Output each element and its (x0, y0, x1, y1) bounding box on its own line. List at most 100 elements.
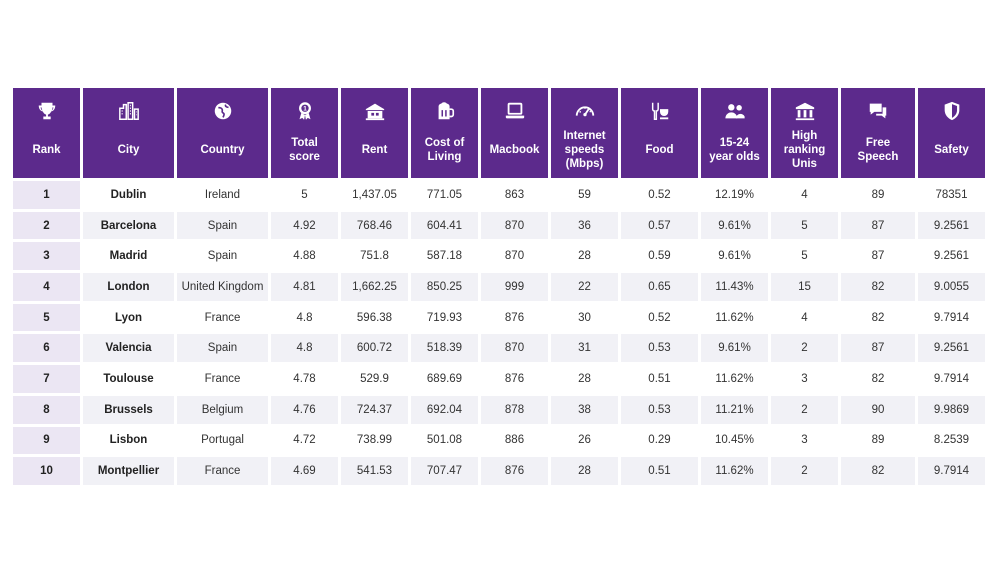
cell-rent: 1,662.25 (341, 273, 408, 301)
cell-youth: 12.19% (701, 181, 768, 209)
cell-macbook: 886 (481, 426, 548, 455)
cell-col: 707.47 (411, 457, 478, 485)
cell-total: 4.88 (271, 242, 338, 271)
cell-city: Lyon (83, 303, 174, 332)
column-label: High ranking Unis (783, 130, 826, 170)
cell-rank: 7 (13, 365, 80, 393)
laptop-icon (504, 98, 526, 124)
column-label: Rank (32, 144, 61, 156)
cell-youth: 9.61% (701, 242, 768, 271)
cell-safety: 9.2561 (918, 334, 985, 363)
column-header-col: Cost of Living (411, 88, 478, 178)
column-label: Rent (361, 144, 388, 156)
table-row: 1 Dublin Ireland 5 1,437.05 771.05 863 59 0.52 12… (13, 181, 985, 209)
table-row: 6 Valencia Spain 4.8 600.72 518.39 870 31 0.53 9.… (13, 334, 985, 363)
column-header-unis: High ranking Unis (771, 88, 838, 178)
cell-food: 0.65 (621, 273, 698, 301)
column-label: Free Speech (857, 137, 899, 163)
award-badge-icon: 1 (294, 98, 316, 124)
cell-safety: 9.2561 (918, 211, 985, 240)
cell-safety: 8.2539 (918, 426, 985, 455)
cell-internet: 31 (551, 334, 618, 363)
university-icon (794, 98, 816, 124)
cell-unis: 4 (771, 303, 838, 332)
table-body: 1 Dublin Ireland 5 1,437.05 771.05 863 59 0.52 12… (13, 181, 985, 485)
cell-rank: 4 (13, 273, 80, 301)
cell-safety: 9.0055 (918, 273, 985, 301)
cell-rank: 8 (13, 395, 80, 424)
cell-rank: 2 (13, 211, 80, 240)
house-icon (364, 98, 386, 124)
column-label: Internet speeds (Mbps) (563, 130, 606, 170)
cell-food: 0.52 (621, 303, 698, 332)
cell-rent: 596.38 (341, 303, 408, 332)
table-row: 4 London United Kingdom 4.81 1,662.25 850.25 9… (13, 273, 985, 301)
cell-total: 4.8 (271, 303, 338, 332)
cell-total: 4.92 (271, 211, 338, 240)
cell-col: 719.93 (411, 303, 478, 332)
cell-rent: 724.37 (341, 395, 408, 424)
cell-col: 518.39 (411, 334, 478, 363)
cell-internet: 28 (551, 242, 618, 271)
cell-city: Valencia (83, 334, 174, 363)
cell-unis: 2 (771, 334, 838, 363)
cell-internet: 36 (551, 211, 618, 240)
cell-speech: 89 (841, 426, 915, 455)
globe-icon (212, 98, 234, 124)
cell-col: 587.18 (411, 242, 478, 271)
cell-youth: 9.61% (701, 211, 768, 240)
cell-speech: 82 (841, 303, 915, 332)
city-ranking-table: Rank City Country 1 Total score Rent Cost of L… (10, 85, 988, 488)
cell-rank: 6 (13, 334, 80, 363)
cell-youth: 9.61% (701, 334, 768, 363)
column-header-food: Food (621, 88, 698, 178)
cell-rent: 751.8 (341, 242, 408, 271)
cell-unis: 3 (771, 426, 838, 455)
cell-country: Spain (177, 334, 268, 363)
cell-col: 501.08 (411, 426, 478, 455)
cell-rent: 768.46 (341, 211, 408, 240)
cell-rank: 5 (13, 303, 80, 332)
cell-unis: 2 (771, 457, 838, 485)
cell-internet: 22 (551, 273, 618, 301)
cell-col: 771.05 (411, 181, 478, 209)
cell-col: 850.25 (411, 273, 478, 301)
cell-country: Spain (177, 211, 268, 240)
cell-country: Belgium (177, 395, 268, 424)
cell-unis: 2 (771, 395, 838, 424)
cell-total: 4.81 (271, 273, 338, 301)
cell-country: United Kingdom (177, 273, 268, 301)
header-row: Rank City Country 1 Total score Rent Cost of L… (13, 88, 985, 178)
cell-youth: 11.43% (701, 273, 768, 301)
cell-youth: 11.62% (701, 365, 768, 393)
cell-internet: 26 (551, 426, 618, 455)
column-label: Country (200, 144, 245, 156)
cell-safety: 9.2561 (918, 242, 985, 271)
cell-country: France (177, 303, 268, 332)
cell-city: Brussels (83, 395, 174, 424)
cell-rent: 529.9 (341, 365, 408, 393)
table-row: 9 Lisbon Portugal 4.72 738.99 501.08 886 26 0.29… (13, 426, 985, 455)
cell-unis: 4 (771, 181, 838, 209)
cell-rank: 9 (13, 426, 80, 455)
cell-total: 4.76 (271, 395, 338, 424)
cell-macbook: 876 (481, 303, 548, 332)
cell-food: 0.59 (621, 242, 698, 271)
cell-speech: 82 (841, 457, 915, 485)
cell-city: Madrid (83, 242, 174, 271)
cell-macbook: 863 (481, 181, 548, 209)
cell-macbook: 876 (481, 365, 548, 393)
cell-col: 689.69 (411, 365, 478, 393)
cell-col: 692.04 (411, 395, 478, 424)
cell-youth: 10.45% (701, 426, 768, 455)
cell-unis: 15 (771, 273, 838, 301)
city-ranking-table-container: Rank City Country 1 Total score Rent Cost of L… (13, 88, 987, 485)
cell-unis: 3 (771, 365, 838, 393)
table-row: 5 Lyon France 4.8 596.38 719.93 876 30 0.52 11.62… (13, 303, 985, 332)
cell-city: Dublin (83, 181, 174, 209)
cell-macbook: 870 (481, 334, 548, 363)
cell-speech: 87 (841, 242, 915, 271)
cell-macbook: 876 (481, 457, 548, 485)
cell-total: 4.69 (271, 457, 338, 485)
column-header-youth: 15-24 year olds (701, 88, 768, 178)
